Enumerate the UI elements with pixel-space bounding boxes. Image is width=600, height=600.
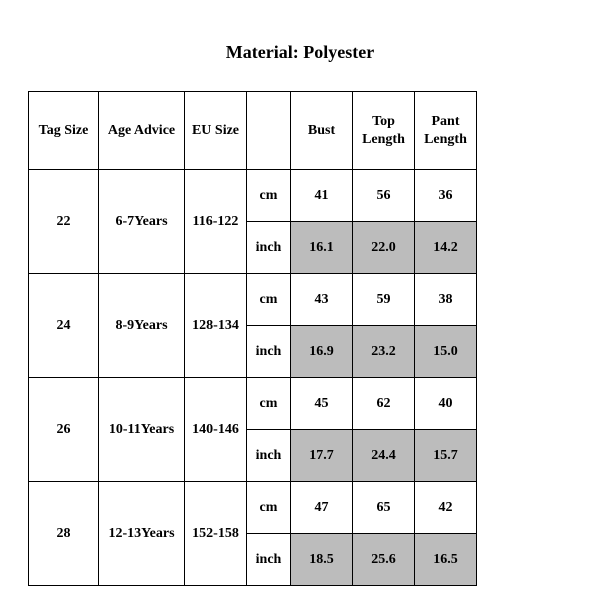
cell-age: 8-9Years [99, 274, 185, 378]
col-tag-size: Tag Size [29, 92, 99, 170]
cell-bust: 45 [291, 378, 353, 430]
col-top-length: Top Length [353, 92, 415, 170]
cell-pant: 42 [415, 482, 477, 534]
cell-unit: inch [247, 222, 291, 274]
cell-bust: 41 [291, 170, 353, 222]
cell-age: 12-13Years [99, 482, 185, 586]
cell-unit: cm [247, 482, 291, 534]
cell-age: 6-7Years [99, 170, 185, 274]
cell-pant: 15.7 [415, 430, 477, 482]
cell-unit: cm [247, 274, 291, 326]
col-bust: Bust [291, 92, 353, 170]
cell-bust: 18.5 [291, 534, 353, 586]
cell-bust: 43 [291, 274, 353, 326]
cell-pant: 16.5 [415, 534, 477, 586]
cell-pant: 38 [415, 274, 477, 326]
table-body: 22 6-7Years 116-122 cm 41 56 36 inch 16.… [29, 170, 477, 586]
cell-bust: 16.9 [291, 326, 353, 378]
cell-tag: 28 [29, 482, 99, 586]
cell-tag: 26 [29, 378, 99, 482]
table-header-row: Tag Size Age Advice EU Size Bust Top Len… [29, 92, 477, 170]
cell-bust: 17.7 [291, 430, 353, 482]
cell-unit: inch [247, 326, 291, 378]
cell-unit: inch [247, 534, 291, 586]
table-row: 24 8-9Years 128-134 cm 43 59 38 [29, 274, 477, 326]
size-table: Tag Size Age Advice EU Size Bust Top Len… [28, 91, 477, 586]
cell-top: 62 [353, 378, 415, 430]
cell-top: 65 [353, 482, 415, 534]
cell-top: 24.4 [353, 430, 415, 482]
cell-top: 23.2 [353, 326, 415, 378]
cell-pant: 40 [415, 378, 477, 430]
cell-pant: 36 [415, 170, 477, 222]
col-eu-size: EU Size [185, 92, 247, 170]
cell-pant: 15.0 [415, 326, 477, 378]
cell-bust: 47 [291, 482, 353, 534]
cell-eu: 152-158 [185, 482, 247, 586]
cell-unit: cm [247, 170, 291, 222]
cell-unit: cm [247, 378, 291, 430]
cell-bust: 16.1 [291, 222, 353, 274]
cell-top: 25.6 [353, 534, 415, 586]
table-container: Tag Size Age Advice EU Size Bust Top Len… [0, 91, 600, 586]
cell-top: 59 [353, 274, 415, 326]
table-row: 26 10-11Years 140-146 cm 45 62 40 [29, 378, 477, 430]
cell-eu: 140-146 [185, 378, 247, 482]
cell-pant: 14.2 [415, 222, 477, 274]
col-age-advice: Age Advice [99, 92, 185, 170]
cell-tag: 22 [29, 170, 99, 274]
col-pant-length: Pant Length [415, 92, 477, 170]
cell-eu: 128-134 [185, 274, 247, 378]
cell-age: 10-11Years [99, 378, 185, 482]
cell-top: 56 [353, 170, 415, 222]
col-unit [247, 92, 291, 170]
table-row: 28 12-13Years 152-158 cm 47 65 42 [29, 482, 477, 534]
cell-tag: 24 [29, 274, 99, 378]
cell-top: 22.0 [353, 222, 415, 274]
table-row: 22 6-7Years 116-122 cm 41 56 36 [29, 170, 477, 222]
page-title: Material: Polyester [0, 0, 600, 91]
cell-eu: 116-122 [185, 170, 247, 274]
cell-unit: inch [247, 430, 291, 482]
